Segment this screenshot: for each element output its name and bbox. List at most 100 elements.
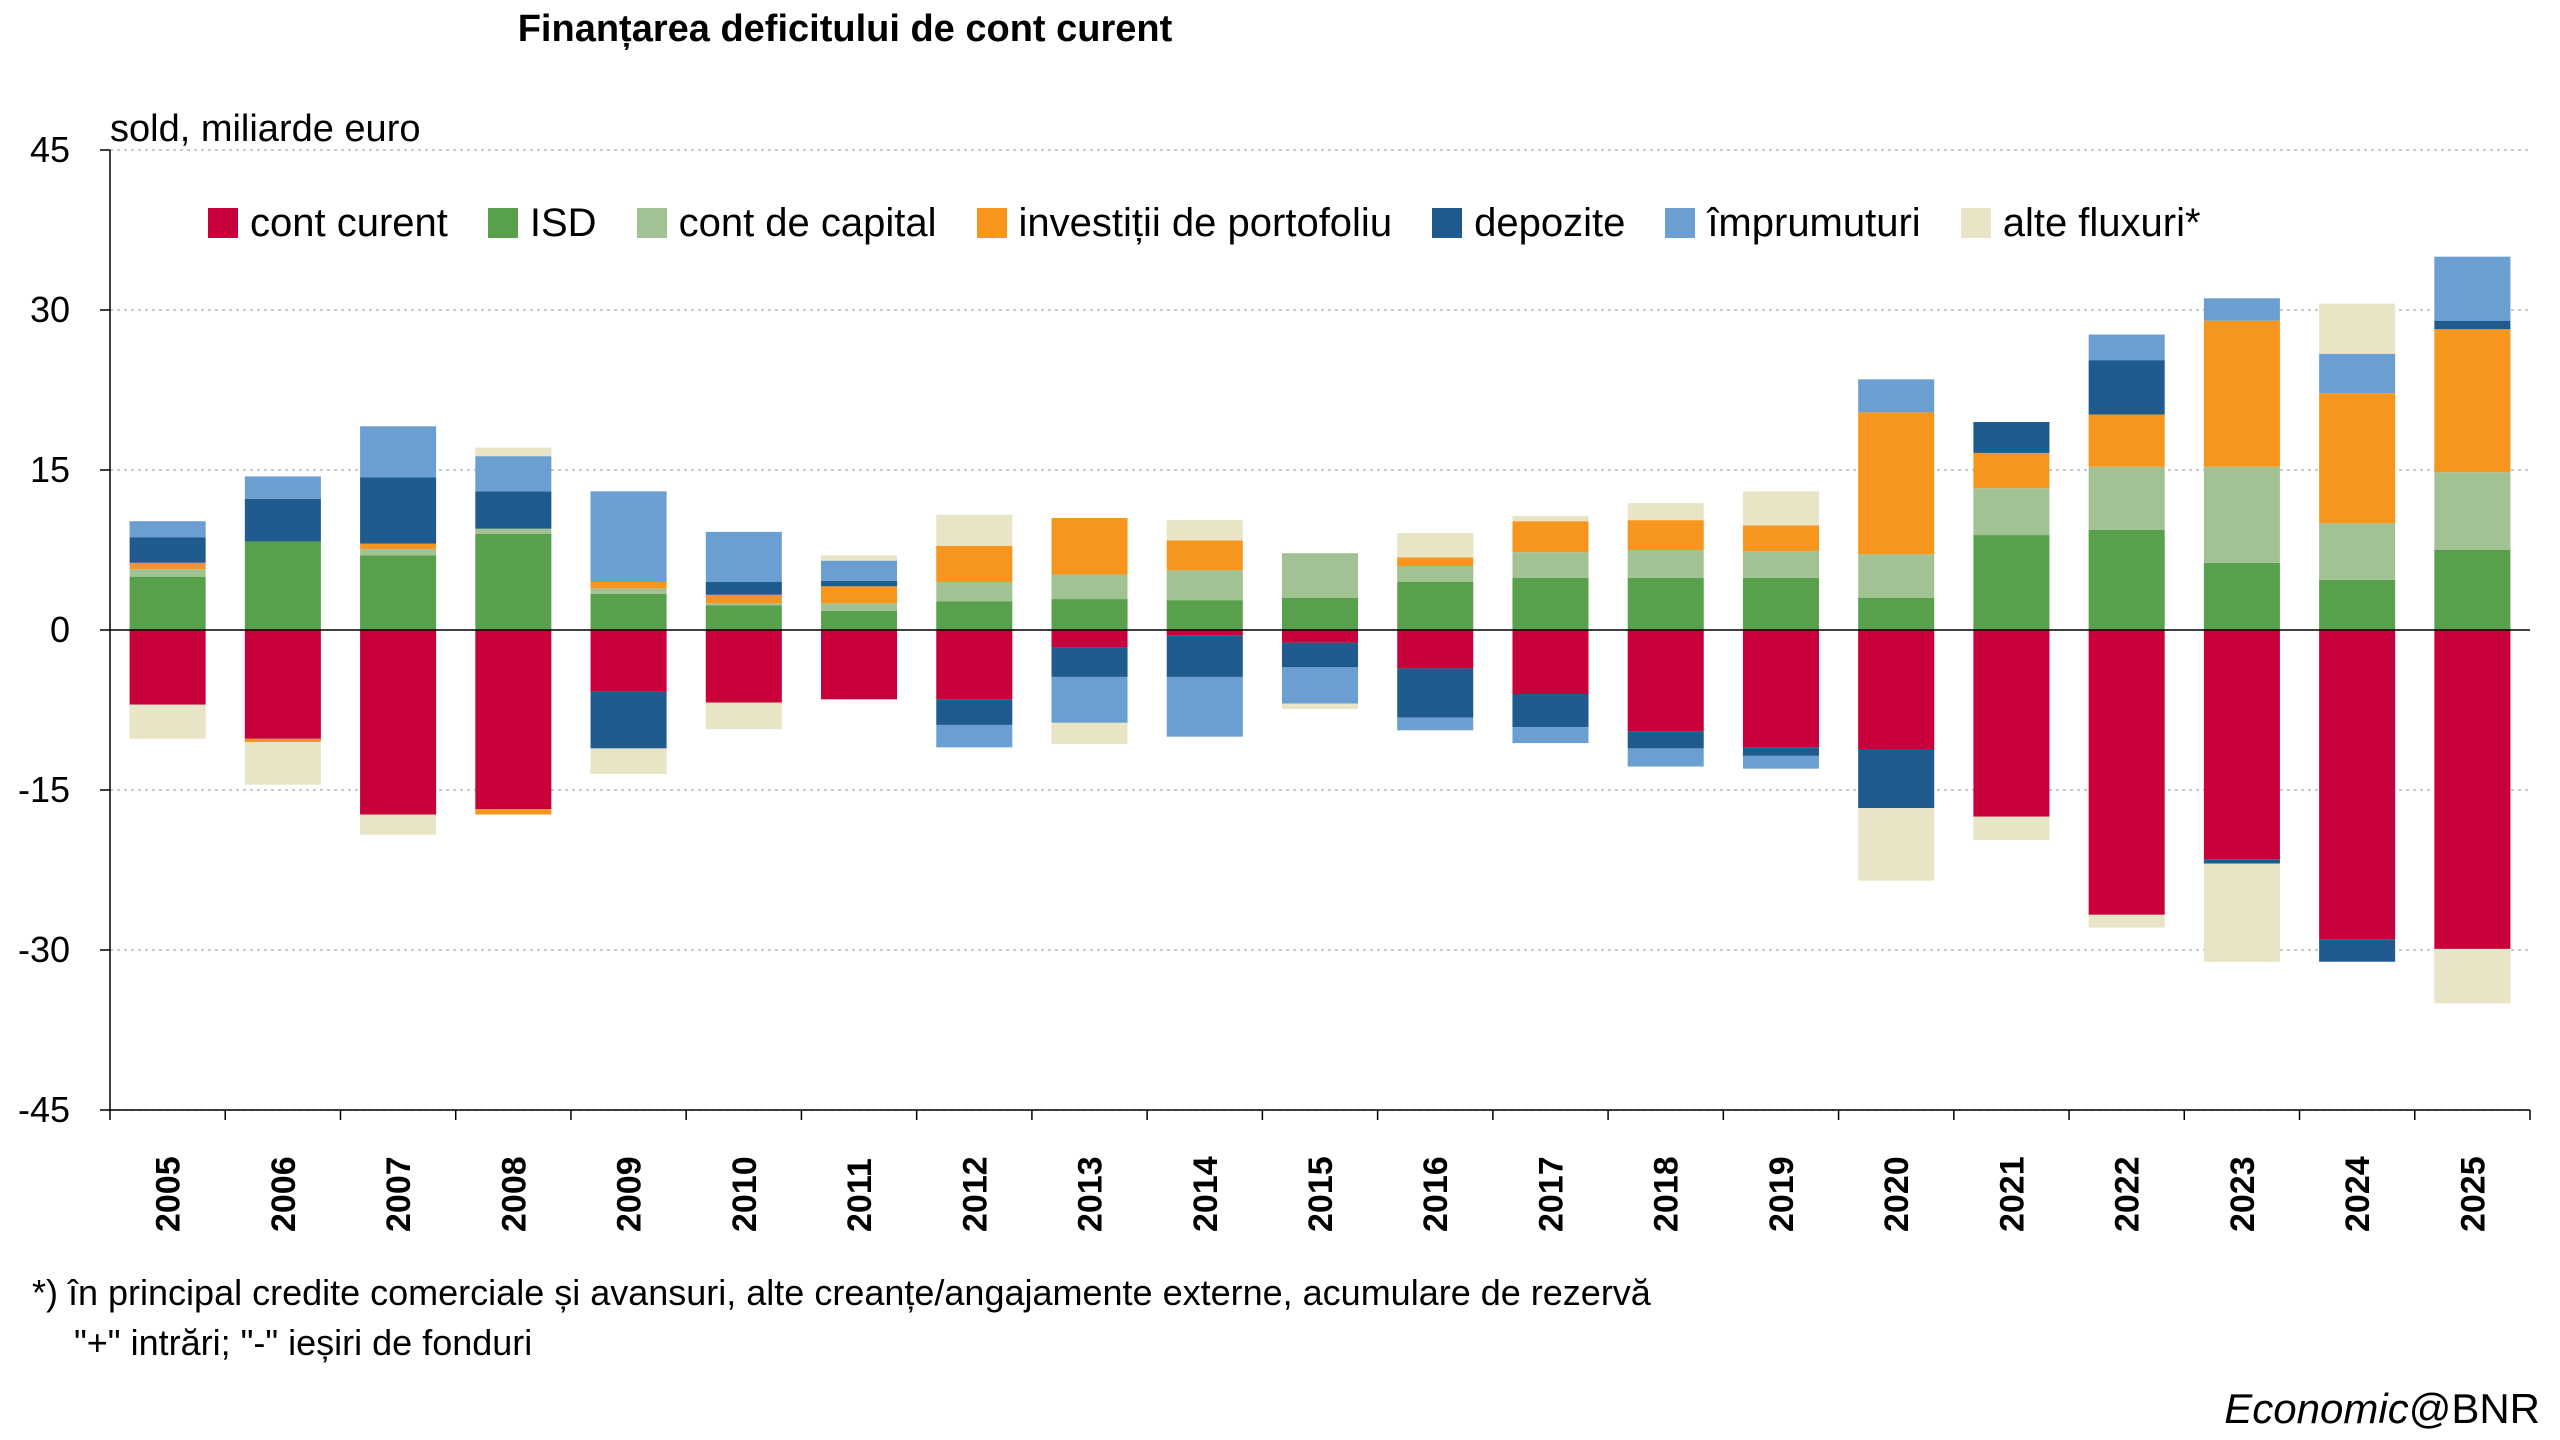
bar-2010-series-2 xyxy=(705,603,782,606)
bar-2019-series-6 xyxy=(1742,491,1819,526)
footnote-line-2: "+" intrări; "-" ieșiri de fonduri xyxy=(74,1322,533,1364)
bar-2005-series-6 xyxy=(129,704,206,739)
bar-2020-series-1 xyxy=(1858,598,1935,630)
bar-2023-series-5 xyxy=(2203,298,2280,321)
bar-2019-series-1 xyxy=(1742,577,1819,630)
bar-2006-series-3 xyxy=(244,738,321,742)
bars xyxy=(129,256,2511,1004)
bar-2013-series-3 xyxy=(1051,518,1128,575)
bar-2015-series-0 xyxy=(1281,630,1359,643)
credit-italic: Economic xyxy=(2224,1385,2409,1432)
legend-swatch-3 xyxy=(976,208,1007,238)
legend-item-2: cont de capital xyxy=(636,200,937,246)
bar-2024-series-4 xyxy=(2319,939,2396,962)
bar-2009-series-0 xyxy=(590,630,667,692)
y-tick-label-6: -45 xyxy=(18,1089,70,1130)
bar-2013-series-2 xyxy=(1051,574,1128,600)
bar-2022-series-2 xyxy=(2088,466,2165,530)
bar-2017-series-0 xyxy=(1512,630,1589,694)
footnote: *) în principal credite comerciale și av… xyxy=(32,1268,1651,1369)
bar-2012-series-3 xyxy=(936,545,1013,582)
x-tick-label-2015: 2015 xyxy=(1302,1156,1340,1232)
y-tick-label-4: -15 xyxy=(18,769,70,810)
y-tick-label-3: 0 xyxy=(50,609,70,650)
bar-2008-series-6 xyxy=(475,447,552,457)
bar-stack-2020 xyxy=(1858,379,1935,881)
bar-2005-series-0 xyxy=(129,630,206,705)
legend-item-5: împrumuturi xyxy=(1665,200,1921,246)
legend-label-2: cont de capital xyxy=(678,200,937,245)
bar-2011-series-4 xyxy=(821,580,898,587)
bar-2022-series-5 xyxy=(2088,334,2165,361)
bar-2022-series-4 xyxy=(2088,360,2165,415)
bar-2016-series-3 xyxy=(1397,557,1474,566)
bar-2018-series-4 xyxy=(1627,731,1704,749)
bar-2006-series-5 xyxy=(244,476,321,499)
bar-2008-series-0 xyxy=(475,630,552,810)
bar-2008-series-2 xyxy=(475,528,552,534)
bar-2016-series-4 xyxy=(1397,668,1474,718)
legend-swatch-4 xyxy=(1432,208,1463,238)
x-tick-label-2007: 2007 xyxy=(380,1156,418,1232)
y-tick-label-5: -30 xyxy=(18,929,70,970)
bar-2011-series-2 xyxy=(821,603,898,611)
bar-2014-series-4 xyxy=(1166,635,1243,677)
bar-2021-series-3 xyxy=(1973,452,2050,489)
bar-2014-series-3 xyxy=(1166,540,1243,571)
bar-2005-series-1 xyxy=(129,576,206,630)
bar-stack-2005 xyxy=(129,521,206,739)
bar-2010-series-3 xyxy=(705,594,782,604)
bar-2024-series-1 xyxy=(2319,579,2396,630)
bar-2020-series-6 xyxy=(1858,808,1935,881)
bar-2011-series-0 xyxy=(821,630,898,700)
bar-2013-series-6 xyxy=(1051,722,1128,745)
bar-2007-series-3 xyxy=(360,543,437,549)
bar-stack-2016 xyxy=(1397,532,1474,731)
bar-2007-series-2 xyxy=(360,548,437,556)
bar-2024-series-2 xyxy=(2319,523,2396,580)
bar-2009-series-6 xyxy=(590,748,667,774)
bar-stack-2017 xyxy=(1512,515,1589,744)
bar-2020-series-4 xyxy=(1858,749,1935,809)
bar-2005-series-3 xyxy=(129,562,206,570)
bar-2010-series-6 xyxy=(705,702,782,730)
bar-2018-series-6 xyxy=(1627,503,1704,521)
bar-2014-series-0 xyxy=(1166,630,1243,636)
bar-2022-series-6 xyxy=(2088,914,2165,928)
bar-2021-series-4 xyxy=(1973,422,2050,453)
bar-2011-series-6 xyxy=(821,555,898,561)
bar-2019-series-2 xyxy=(1742,551,1819,578)
x-tick-label-2022: 2022 xyxy=(2109,1156,2147,1232)
legend-swatch-2 xyxy=(636,208,667,238)
bar-2013-series-4 xyxy=(1051,647,1128,677)
bar-2017-series-3 xyxy=(1512,521,1589,553)
bar-2025-series-4 xyxy=(2434,320,2511,330)
legend-label-1: ISD xyxy=(529,200,597,245)
bar-stack-2007 xyxy=(360,426,437,835)
bar-2007-series-4 xyxy=(360,477,437,544)
y-tick-label-2: 15 xyxy=(30,449,70,490)
legend-label-4: depozite xyxy=(1474,200,1626,245)
bar-2005-series-5 xyxy=(129,521,206,538)
credit-rest: @BNR xyxy=(2408,1385,2540,1432)
x-tick-label-2020: 2020 xyxy=(1878,1156,1916,1232)
bar-2025-series-5 xyxy=(2434,256,2511,321)
bar-2018-series-5 xyxy=(1627,748,1704,767)
bar-2020-series-3 xyxy=(1858,412,1935,555)
legend: cont curent ISD cont de capital investiții … xyxy=(208,198,2241,248)
legend-label-3: investiții de portofoliu xyxy=(1018,200,1393,245)
bar-stack-2006 xyxy=(244,476,321,785)
bar-2024-series-0 xyxy=(2319,630,2396,940)
bar-2021-series-1 xyxy=(1973,535,2050,630)
bar-stack-2013 xyxy=(1051,518,1128,745)
bar-2021-series-2 xyxy=(1973,488,2050,536)
bar-2016-series-2 xyxy=(1397,566,1474,582)
bar-stack-2021 xyxy=(1973,422,2050,841)
legend-label-5: împrumuturi xyxy=(1707,200,1921,245)
y-tick-label-1: 30 xyxy=(30,289,70,330)
legend-swatch-1 xyxy=(487,208,518,238)
bar-2020-series-0 xyxy=(1858,630,1935,750)
bar-2014-series-6 xyxy=(1166,520,1243,541)
legend-item-6: alte fluxuri* xyxy=(1960,201,2201,246)
bar-2014-series-2 xyxy=(1166,570,1243,601)
